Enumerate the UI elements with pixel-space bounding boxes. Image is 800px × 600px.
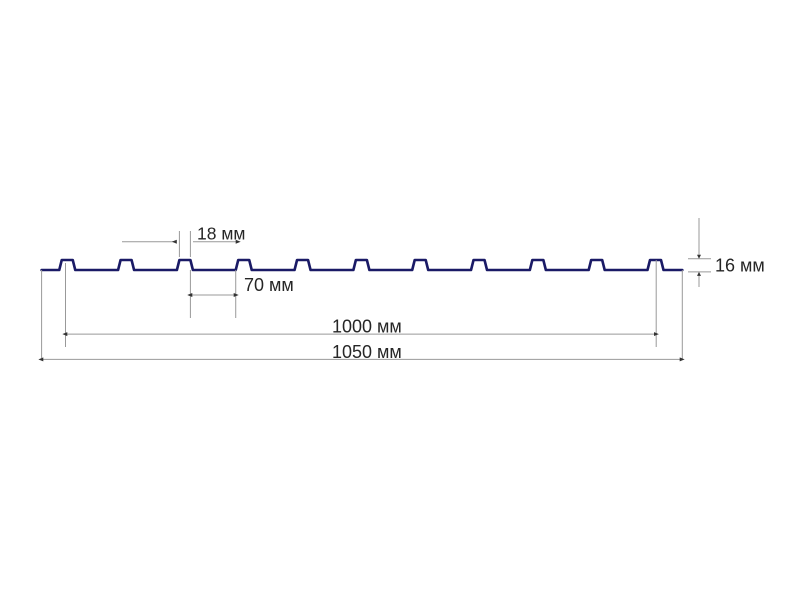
svg-text:1000 мм: 1000 мм [332, 317, 402, 337]
svg-text:1050 мм: 1050 мм [332, 342, 402, 362]
svg-text:18 мм: 18 мм [197, 224, 245, 244]
svg-text:70 мм: 70 мм [244, 275, 294, 295]
svg-text:16 мм: 16 мм [715, 256, 765, 276]
